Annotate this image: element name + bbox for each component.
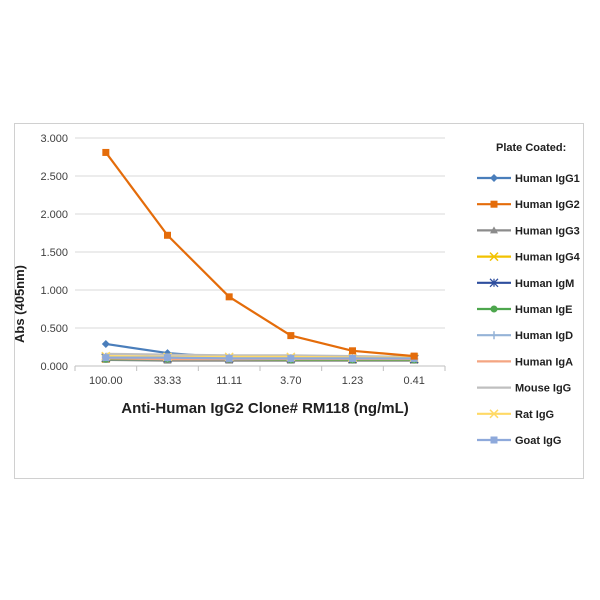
legend-item: Human IgE: [477, 304, 572, 316]
series-line: [105, 352, 415, 358]
data-point: [225, 293, 233, 301]
legend-item: Human IgG3: [477, 225, 580, 237]
legend-marker: [490, 331, 498, 340]
legend-item: Human IgD: [477, 330, 573, 342]
legend-marker: [489, 409, 499, 419]
x-tick-label: 3.70: [280, 375, 301, 387]
y-tick-label: 2.500: [40, 171, 68, 183]
y-tick-label: 2.000: [40, 209, 68, 221]
legend-label: Mouse IgG: [515, 383, 571, 395]
legend-title: Plate Coated:: [496, 142, 566, 154]
legend-label: Human IgG1: [515, 173, 580, 185]
legend-label: Human IgG2: [515, 199, 580, 211]
y-tick-label: 1.500: [40, 247, 68, 259]
y-tick-label: 0.000: [40, 361, 68, 373]
legend-item: Human IgG4: [477, 252, 581, 264]
legend-item: Human IgG1: [477, 173, 580, 185]
legend-label: Human IgM: [515, 278, 574, 290]
y-tick-label: 3.000: [40, 133, 68, 145]
legend-label: Human IgD: [515, 330, 573, 342]
x-tick-label: 1.23: [342, 375, 363, 387]
x-tick-label: 33.33: [154, 375, 182, 387]
data-point: [163, 349, 172, 358]
chart-frame: Abs (405nm) Anti-Human IgG2 Clone# RM118…: [14, 123, 584, 479]
chart: Abs (405nm) Anti-Human IgG2 Clone# RM118…: [15, 133, 581, 447]
series-line: [105, 356, 415, 360]
data-point: [164, 354, 171, 362]
legend-marker: [490, 226, 498, 234]
legend-item: Human IgG2: [477, 199, 580, 211]
legend-label: Rat IgG: [515, 409, 554, 421]
legend-marker: [490, 436, 498, 444]
data-point: [164, 231, 171, 239]
legend-marker: [489, 278, 499, 288]
legend-item: Goat IgG: [477, 435, 561, 447]
legend-marker: [490, 305, 498, 313]
legend-label: Human IgG4: [515, 252, 581, 264]
legend-label: Goat IgG: [515, 435, 561, 447]
x-tick-label: 100.00: [89, 375, 123, 387]
legend-item: Mouse IgG: [477, 383, 571, 395]
series-human-igg2: [102, 148, 418, 360]
legend-label: Human IgA: [515, 356, 573, 368]
data-point: [225, 354, 233, 362]
x-tick-label: 0.41: [403, 375, 424, 387]
data-point: [102, 354, 110, 362]
legend-item: Rat IgG: [477, 409, 554, 421]
legend-item: Human IgA: [477, 356, 573, 368]
legend-marker: [489, 252, 499, 262]
legend-marker: [490, 174, 498, 182]
y-axis-title: Abs (405nm): [15, 265, 27, 343]
data-point: [287, 332, 295, 340]
legend-label: Human IgG3: [515, 225, 580, 237]
series-mouse-igg: [105, 352, 415, 358]
y-tick-label: 1.000: [40, 285, 68, 297]
legend-item: Human IgM: [477, 278, 574, 290]
x-axis-title: Anti-Human IgG2 Clone# RM118 (ng/mL): [121, 400, 409, 417]
legend-marker: [490, 200, 498, 208]
data-point: [349, 347, 356, 355]
y-tick-label: 0.500: [40, 323, 68, 335]
series-line: [104, 151, 415, 358]
data-point: [102, 148, 110, 156]
x-tick-label: 11.11: [216, 375, 242, 387]
legend-label: Human IgE: [515, 304, 572, 316]
data-point: [349, 354, 356, 362]
data-point: [287, 354, 295, 362]
data-point: [410, 352, 418, 360]
data-point: [101, 339, 110, 348]
